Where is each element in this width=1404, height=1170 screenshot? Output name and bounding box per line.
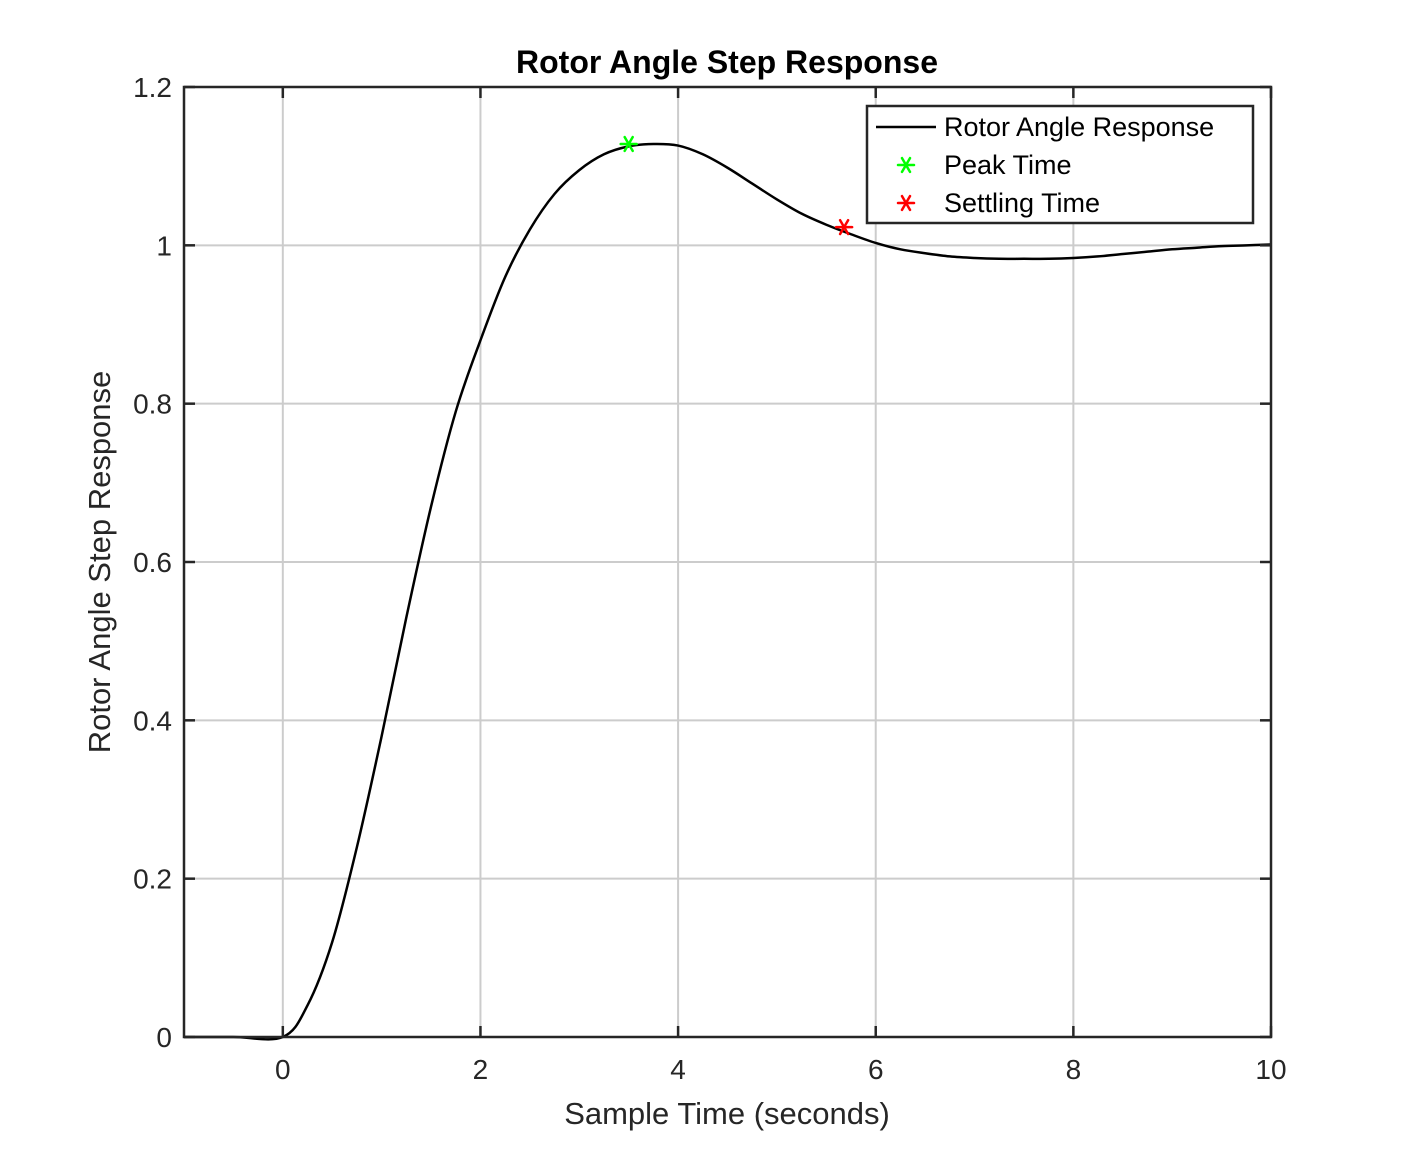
legend-label: Peak Time [944, 150, 1072, 180]
x-tick-label: 8 [1066, 1054, 1082, 1085]
legend: Rotor Angle Response Peak Time Settling Ti… [865, 104, 1255, 225]
marker-peak-time [619, 135, 638, 153]
legend-label: Settling Time [944, 188, 1100, 218]
y-tick-label: 1 [156, 230, 172, 261]
y-axis-label: Rotor Angle Step Response [82, 371, 117, 754]
y-tick-label: 1.2 [133, 72, 172, 103]
ticks: 0 2 4 6 8 10 0 0.2 0.4 0.6 0.8 1 1.2 [133, 72, 1287, 1085]
x-tick-label: 10 [1255, 1054, 1286, 1085]
y-tick-label: 0.6 [133, 547, 172, 578]
x-axis-label: Sample Time (seconds) [564, 1096, 890, 1131]
legend-swatch-marker [896, 156, 916, 174]
y-tick-label: 0.8 [133, 389, 172, 420]
legend-swatch-marker [896, 194, 916, 212]
legend-box [865, 104, 1255, 225]
y-tick-label: 0 [156, 1022, 172, 1053]
x-tick-label: 4 [670, 1054, 686, 1085]
legend-label: Rotor Angle Response [944, 112, 1214, 142]
marker-settling-time [834, 218, 854, 236]
chart-title: Rotor Angle Step Response [516, 44, 938, 80]
x-tick-label: 0 [275, 1054, 291, 1085]
y-tick-label: 0.4 [133, 705, 172, 736]
series-layer [183, 135, 1272, 1041]
x-tick-label: 6 [868, 1054, 884, 1085]
x-tick-label: 2 [473, 1054, 489, 1085]
y-tick-label: 0.2 [133, 864, 172, 895]
series-line-rotor-angle-response [183, 142, 1272, 1041]
